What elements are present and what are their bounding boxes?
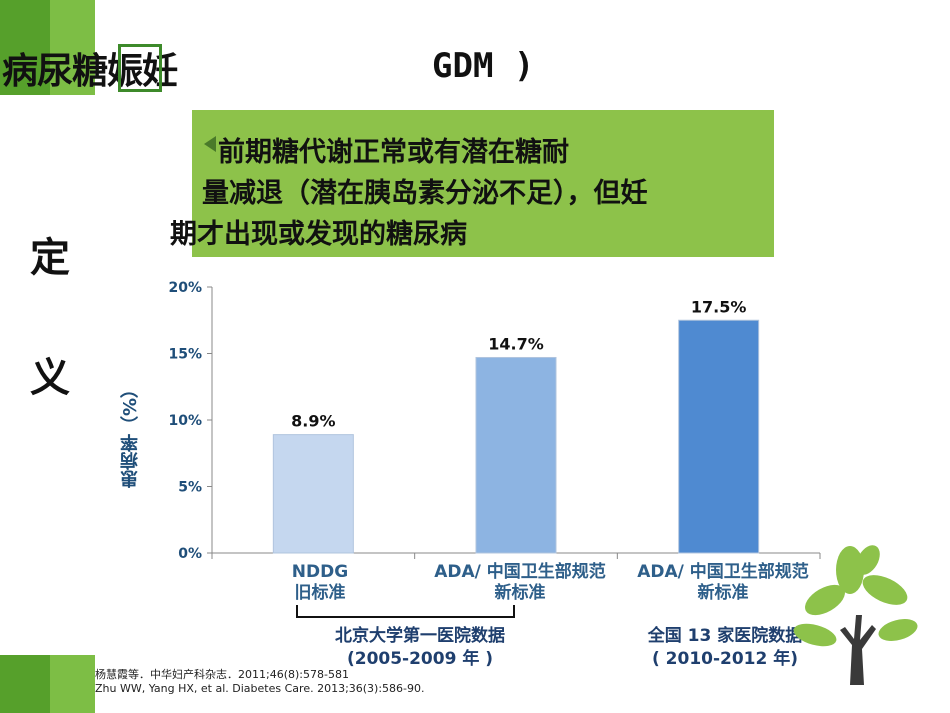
reference-2: Zhu WW, Yang HX, et al. Diabetes Care. 2… bbox=[95, 682, 425, 695]
y-tick-label: 20% bbox=[168, 280, 202, 296]
x-tick-label-line: 新标准 bbox=[697, 583, 749, 603]
x-tick-label-line: ADA/ 中国卫生部规范 bbox=[637, 562, 809, 582]
x-tick-label: ADA/ 中国卫生部规范 新标准 bbox=[618, 562, 828, 604]
bracket-line bbox=[296, 605, 515, 618]
data-label: 14.7% bbox=[488, 334, 544, 353]
side-label-yi: 义 bbox=[30, 355, 70, 401]
group-label-line: 北京大学第一医院数据 bbox=[335, 626, 505, 646]
definition-line-1: 前期糖代谢正常或有潜在糖耐 bbox=[218, 137, 569, 168]
slide-title: 病尿糖娠妊 bbox=[2, 51, 178, 92]
x-tick-label-line: NDDG bbox=[291, 562, 349, 582]
references: 杨慧霞等．中华妇产科杂志．2011;46(8):578-581 Zhu WW, … bbox=[95, 668, 425, 696]
y-tick-label: 0% bbox=[178, 546, 202, 562]
bar bbox=[475, 356, 557, 554]
side-label-ding: 定 bbox=[30, 235, 70, 281]
definition-line-3: 期才出现或发现的糖尿病 bbox=[170, 219, 467, 250]
group-label-line: 全国 13 家医院数据 bbox=[647, 626, 803, 646]
title-box-icon bbox=[118, 44, 162, 92]
data-label: 17.5% bbox=[691, 297, 747, 316]
group-label-line: ( 2010-2012 年) bbox=[651, 649, 799, 669]
x-tick-label: ADA/ 中国卫生部规范 新标准 bbox=[415, 562, 625, 604]
x-tick-label-line: 新标准 bbox=[494, 583, 546, 603]
y-tick-label: 5% bbox=[178, 480, 202, 496]
x-tick-label-line: 旧标准 bbox=[294, 583, 346, 603]
left-white-panel bbox=[0, 95, 110, 655]
reference-1: 杨慧霞等．中华妇产科杂志．2011;46(8):578-581 bbox=[95, 668, 349, 681]
y-tick-label: 15% bbox=[168, 347, 202, 363]
x-tick-label-line: ADA/ 中国卫生部规范 bbox=[434, 562, 606, 582]
y-tick-label: 10% bbox=[168, 413, 202, 429]
definition-line-2: 量减退（潜在胰岛素分泌不足），但妊 bbox=[202, 178, 648, 209]
x-tick-label: NDDG 旧标准 bbox=[240, 562, 400, 604]
group-label-national: 全国 13 家医院数据 ( 2010-2012 年) bbox=[620, 625, 830, 671]
bullet-arrow-icon bbox=[204, 136, 216, 152]
tree-icon bbox=[793, 545, 918, 685]
bar bbox=[272, 434, 354, 554]
definition-box bbox=[192, 110, 774, 257]
slide-title-gdm: GDM ) bbox=[432, 46, 535, 86]
group-label-beijing: 北京大学第一医院数据 (2005-2009 年 ) bbox=[300, 625, 540, 671]
data-label: 8.9% bbox=[291, 412, 335, 431]
group-label-line: (2005-2009 年 ) bbox=[346, 649, 494, 669]
bar bbox=[678, 319, 760, 554]
